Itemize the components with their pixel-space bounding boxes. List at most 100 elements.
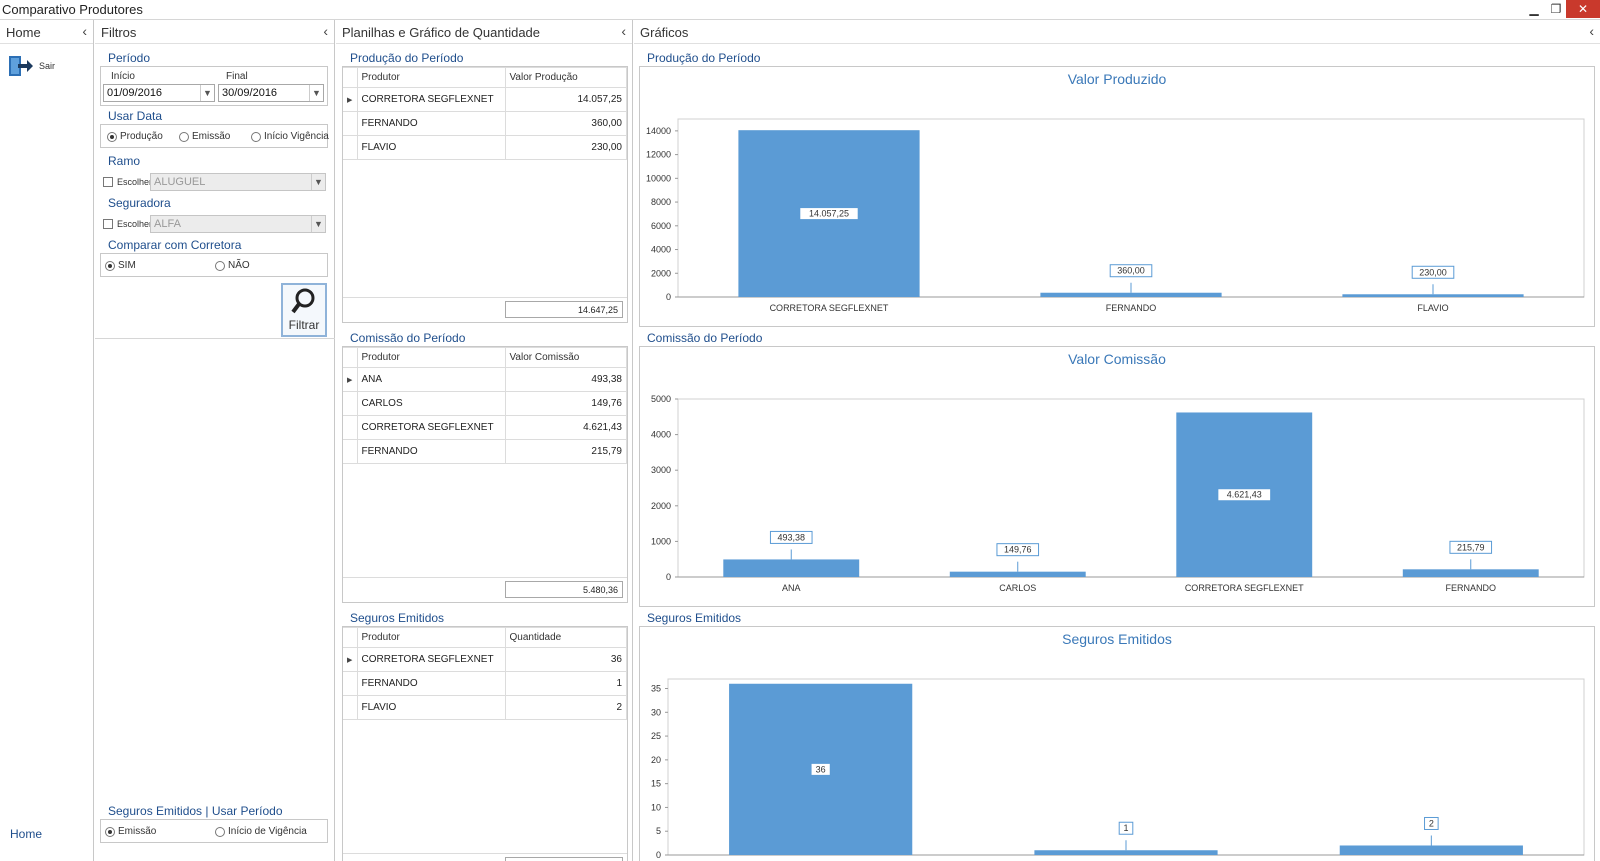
column-header[interactable]: Valor Comissão [504, 347, 627, 368]
table-cell: FERNANDO [356, 439, 506, 464]
table-cell: CORRETORA SEGFLEXNET [356, 87, 506, 112]
bar[interactable] [723, 559, 860, 577]
table-row[interactable]: FERNANDO 1 [343, 671, 627, 696]
row-selector-header [343, 627, 358, 648]
table-row[interactable]: FERNANDO 360,00 [343, 111, 627, 136]
x-tick-label: FERNANDO [1445, 583, 1496, 593]
filters-panel-header: Filtros ‹ [95, 20, 334, 44]
collapse-home-icon[interactable]: ‹ [82, 23, 87, 39]
data-label-box [1411, 265, 1455, 279]
home-panel: Home ‹ Sair Home [0, 20, 94, 861]
table-cell: 2 [504, 695, 627, 720]
minimize-icon[interactable]: ▁ [1529, 2, 1539, 16]
sheets-panel-header: Planilhas e Gráfico de Quantidade ‹ [336, 20, 632, 44]
collapse-filters-icon[interactable]: ‹ [323, 23, 328, 39]
y-tick-label: 1000 [651, 536, 671, 546]
checkbox-label: Escolher [117, 219, 153, 229]
seguradora-dropdown-icon[interactable]: ▼ [311, 216, 325, 232]
table-row[interactable]: CORRETORA SEGFLEXNET 4.621,43 [343, 415, 627, 440]
exit-button[interactable]: Sair [8, 54, 55, 78]
start-date-input[interactable]: 01/09/2016 ▼ [103, 84, 215, 102]
column-header[interactable]: Produtor [356, 627, 506, 648]
table-cell: CARLOS [356, 391, 506, 416]
seguradora-select[interactable]: ALFA ▼ [150, 215, 326, 233]
production-grid: Produtor Valor Produção ▶ CORRETORA SEGFL… [342, 66, 628, 323]
end-date-label: Final [226, 71, 248, 82]
table-row[interactable]: FLAVIO 2 [343, 695, 627, 720]
table-row[interactable]: FLAVIO 230,00 [343, 135, 627, 160]
radio-label: Emissão [192, 131, 231, 142]
data-label: 230,00 [1419, 267, 1447, 277]
data-label: 1 [1123, 823, 1128, 833]
row-selector-header [343, 67, 358, 88]
y-tick-label: 25 [651, 731, 661, 741]
collapse-sheets-icon[interactable]: ‹ [621, 23, 626, 39]
emitted-period-group-title: Seguros Emitidos | Usar Período [108, 804, 283, 818]
start-date-dropdown-icon[interactable]: ▼ [200, 85, 214, 101]
column-header[interactable]: Produtor [356, 67, 506, 88]
title-bar: Comparativo Produtores ▁ ❐ ✕ [0, 0, 1600, 20]
y-tick-label: 35 [651, 684, 661, 694]
home-panel-title: Home [6, 25, 41, 40]
use-date-option-emission[interactable]: Emissão [179, 131, 230, 142]
table-row[interactable]: ▶ ANA 493,38 [343, 367, 627, 392]
window-title: Comparativo Produtores [2, 2, 143, 17]
ramo-value: ALUGUEL [154, 176, 206, 188]
table-cell: CORRETORA SEGFLEXNET [356, 415, 506, 440]
radio-label: SIM [118, 260, 136, 271]
collapse-charts-icon[interactable]: ‹ [1589, 23, 1594, 39]
seguradora-choose-checkbox[interactable]: Escolher [103, 219, 152, 229]
filters-panel: Filtros ‹ Período Início Final 01/09/201… [95, 20, 335, 861]
production-chart-frame: Valor Produzido 0 2000 4000 6000 8000 10000 12… [639, 66, 1595, 327]
emitted-option-start-validity[interactable]: Início de Vigência [215, 826, 307, 837]
compare-option-no[interactable]: NÃO [215, 260, 250, 271]
commission-total: 5.480,36 [505, 581, 623, 598]
table-header-row: Produtor Quantidade [343, 627, 627, 648]
y-tick-label: 15 [651, 779, 661, 789]
seguradora-value: ALFA [154, 218, 181, 230]
data-label-box [810, 762, 831, 776]
filter-button[interactable]: Filtrar [281, 283, 327, 337]
ramo-select[interactable]: ALUGUEL ▼ [150, 173, 326, 191]
bar[interactable] [1339, 845, 1523, 855]
end-date-dropdown-icon[interactable]: ▼ [309, 85, 323, 101]
production-chart-section-title: Produção do Período [647, 51, 761, 65]
period-group-title: Período [108, 51, 151, 65]
table-cell: FLAVIO [356, 135, 506, 160]
commission-chart-title: Valor Comissão [1068, 351, 1166, 367]
table-cell: 36 [504, 647, 627, 672]
table-row[interactable]: ▶ CORRETORA SEGFLEXNET 36 [343, 647, 627, 672]
y-tick-label: 5 [656, 826, 661, 836]
bar[interactable] [949, 571, 1086, 577]
bar[interactable] [1402, 569, 1539, 577]
x-tick-label: FERNANDO [1106, 303, 1157, 313]
compare-option-yes[interactable]: SIM [105, 260, 136, 271]
table-row[interactable]: CARLOS 149,76 [343, 391, 627, 416]
checkbox-label: Escolher [117, 177, 153, 187]
table-row[interactable]: ▶ CORRETORA SEGFLEXNET 14.057,25 [343, 87, 627, 112]
bar[interactable] [1034, 850, 1218, 855]
restore-icon[interactable]: ❐ [1550, 2, 1562, 16]
close-icon[interactable]: ✕ [1566, 0, 1600, 18]
end-date-value: 30/09/2016 [222, 87, 278, 99]
bar[interactable] [1040, 292, 1222, 297]
ramo-dropdown-icon[interactable]: ▼ [311, 174, 325, 190]
filter-button-label: Filtrar [288, 318, 320, 332]
use-date-option-production[interactable]: Produção [107, 131, 163, 142]
table-row[interactable]: FERNANDO 215,79 [343, 439, 627, 464]
home-footer-link[interactable]: Home [10, 827, 43, 841]
emitted-option-emission[interactable]: Emissão [105, 826, 156, 837]
end-date-input[interactable]: 30/09/2016 ▼ [218, 84, 324, 102]
use-date-option-start-validity[interactable]: Início Vigência [251, 131, 329, 142]
row-selector [343, 415, 358, 440]
bar[interactable] [1342, 294, 1524, 297]
table-header-row: Produtor Valor Comissão [343, 347, 627, 368]
filters-panel-title: Filtros [101, 25, 137, 40]
column-header[interactable]: Valor Produção [504, 67, 627, 88]
ramo-choose-checkbox[interactable]: Escolher [103, 177, 152, 187]
production-chart-title: Valor Produzido [1067, 71, 1167, 87]
charts-panel-title: Gráficos [640, 25, 689, 40]
column-header[interactable]: Quantidade [504, 627, 627, 648]
column-header[interactable]: Produtor [356, 347, 506, 368]
row-selector [343, 135, 358, 160]
